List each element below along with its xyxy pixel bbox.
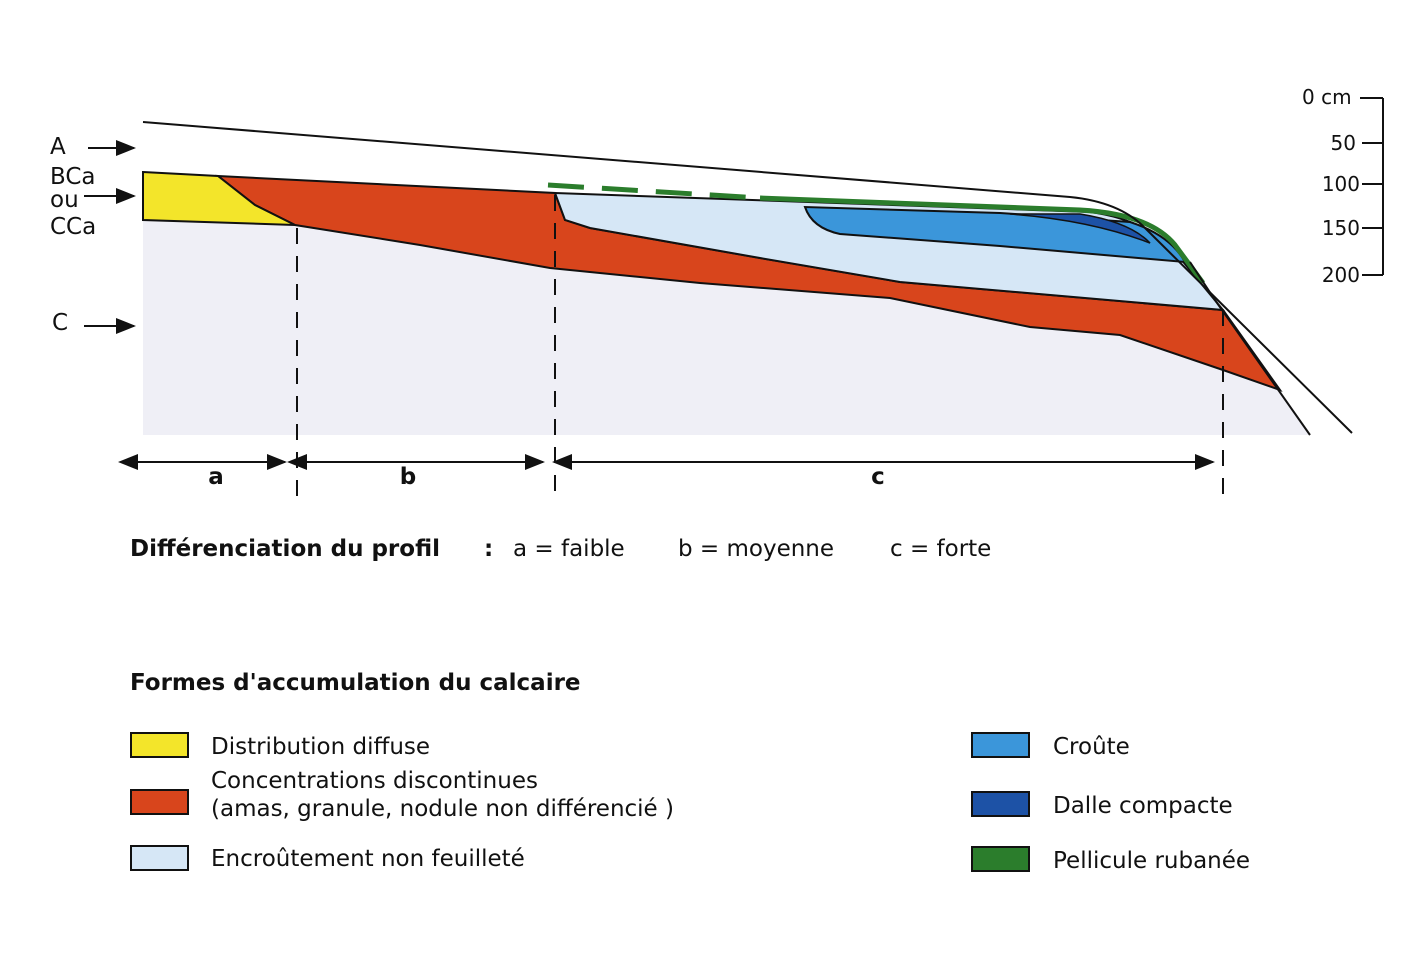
legend-label-dalle-compacte: Dalle compacte — [1053, 793, 1233, 819]
legend-swatch-encroutement — [130, 845, 189, 871]
legend-swatch-pellicule — [971, 846, 1030, 872]
legend-label-concentrations: Concentrations discontinues — [211, 768, 538, 794]
legend-title: Formes d'accumulation du calcaire — [130, 670, 581, 696]
differentiation-b: b = moyenne — [678, 536, 834, 562]
depth-label-150: 150 — [1322, 216, 1360, 240]
legend-label-concentrations-detail: (amas, granule, nodule non différencié ) — [211, 796, 674, 822]
legend-swatch-dalle-compacte — [971, 791, 1030, 817]
legend-swatch-croute — [971, 732, 1030, 758]
differentiation-c: c = forte — [890, 536, 991, 562]
horizon-cca-label: CCa — [50, 214, 96, 240]
differentiation-title: Différenciation du profil — [130, 536, 440, 562]
horizon-ou-label: ou — [50, 187, 79, 213]
zone-a-label: a — [208, 464, 224, 490]
zone-b-label: b — [400, 464, 416, 490]
legend-label-distribution-diffuse: Distribution diffuse — [211, 734, 430, 760]
layer-pellicule-dashed — [547, 182, 761, 201]
legend-swatch-concentrations — [130, 789, 189, 815]
zone-c-label: c — [871, 464, 885, 490]
depth-label-50: 50 — [1331, 131, 1356, 155]
legend-swatch-distribution-diffuse — [130, 732, 189, 758]
legend-label-croute: Croûte — [1053, 734, 1130, 760]
depth-label-100: 100 — [1322, 172, 1360, 196]
differentiation-a: a = faible — [513, 536, 625, 562]
legend: Distribution diffuse Concentrations disc… — [130, 732, 1250, 874]
horizon-c-label: C — [52, 310, 68, 336]
horizon-a-label: A — [50, 134, 66, 160]
depth-label-200: 200 — [1322, 263, 1360, 287]
c-horizon-ground — [143, 220, 1310, 435]
depth-scale-ticks — [1360, 97, 1383, 276]
layer-dalle-compacte — [1009, 213, 1151, 244]
horizon-bca-label: BCa — [50, 164, 96, 190]
soil-surface-line — [142, 121, 1353, 434]
legend-label-pellicule: Pellicule rubanée — [1053, 848, 1250, 874]
slope-inner-line — [1189, 261, 1311, 436]
layer-distribution-diffuse — [142, 170, 296, 226]
differentiation-separator: : — [484, 536, 493, 562]
legend-label-encroutement: Encroûtement non feuilleté — [211, 846, 525, 872]
depth-label-0: 0 cm — [1302, 85, 1352, 109]
